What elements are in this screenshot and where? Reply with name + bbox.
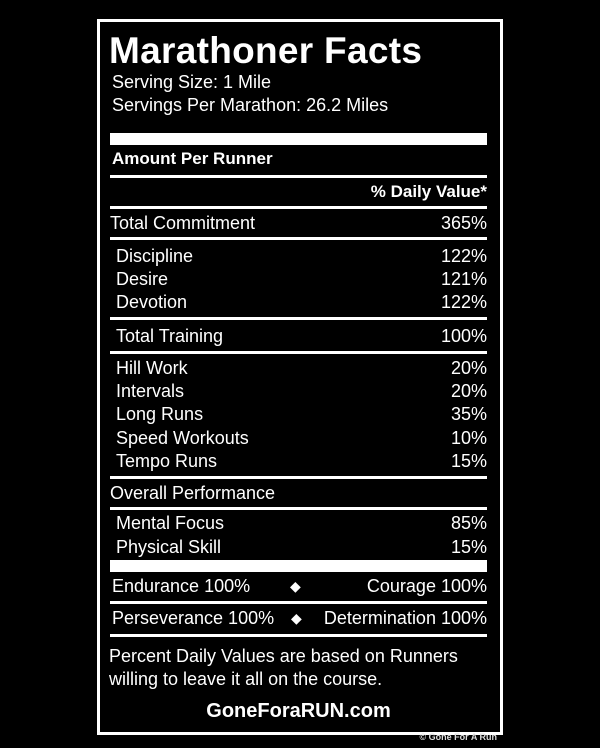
row-label: Total Commitment [110, 213, 256, 233]
divider [110, 476, 487, 479]
commitment-row: Discipline 122% [110, 245, 487, 267]
thick-divider [110, 133, 487, 145]
row-label: Speed Workouts [116, 428, 249, 448]
footnote-line-2: willing to leave it all on the course. [109, 669, 383, 689]
commitment-row: Desire 121% [110, 268, 487, 290]
row-label: Mental Focus [116, 513, 225, 533]
endurance-courage-row: Endurance 100% ◆ Courage 100% [110, 575, 487, 597]
divider [110, 206, 487, 209]
label-border [97, 19, 503, 735]
daily-value-header: % Daily Value* [370, 182, 487, 201]
row-label: Tempo Runs [116, 451, 218, 471]
divider [110, 507, 487, 510]
amount-per-runner: Amount Per Runner [112, 149, 273, 168]
servings-per-marathon: Servings Per Marathon: 26.2 Miles [112, 95, 389, 115]
label-title: Marathoner Facts [109, 30, 423, 71]
row-value: 100% [440, 326, 487, 346]
perseverance: Perseverance 100% [112, 608, 275, 628]
serving-size: Serving Size: 1 Mile [112, 72, 272, 92]
row-label: Desire [116, 269, 169, 289]
training-row: Intervals 20% [110, 380, 487, 402]
row-label: Intervals [116, 381, 185, 401]
overall-performance-row: Overall Performance [110, 482, 487, 504]
row-value: 85% [450, 513, 487, 533]
divider [110, 351, 487, 354]
website: GoneForaRUN.com [206, 700, 391, 722]
training-row: Speed Workouts 10% [110, 427, 487, 449]
row-value: 122% [440, 292, 487, 312]
row-value: 20% [450, 358, 487, 378]
divider [110, 317, 487, 320]
training-row: Hill Work 20% [110, 357, 487, 379]
total-training-row: Total Training 100% [110, 325, 487, 347]
row-label: Devotion [116, 292, 188, 312]
divider [110, 634, 487, 637]
row-label: Hill Work [116, 358, 188, 378]
row-label: Total Training [116, 326, 224, 346]
footnote-line-1: Percent Daily Values are based on Runner… [109, 646, 458, 666]
row-value: 15% [450, 537, 487, 557]
row-label: Physical Skill [116, 537, 222, 557]
divider [110, 237, 487, 240]
endurance: Endurance 100% [112, 576, 251, 596]
row-label: Discipline [116, 246, 194, 266]
diamond-icon: ◆ [290, 578, 301, 594]
row-value: 122% [440, 246, 487, 266]
row-value: 15% [450, 451, 487, 471]
row-value: 35% [450, 404, 487, 424]
performance-row: Mental Focus 85% [110, 512, 487, 534]
row-value: 121% [440, 269, 487, 289]
total-commitment-row: Total Commitment 365% [110, 212, 487, 234]
row-value: 10% [450, 428, 487, 448]
row-value: 20% [450, 381, 487, 401]
courage: Courage 100% [366, 576, 487, 596]
diamond-icon: ◆ [291, 610, 302, 626]
training-row: Long Runs 35% [110, 403, 487, 425]
divider [110, 601, 487, 604]
row-value: 365% [440, 213, 487, 233]
row-label: Overall Performance [110, 483, 276, 503]
determination: Determination 100% [323, 608, 487, 628]
copyright: © Gone For A Run [419, 732, 497, 742]
commitment-row: Devotion 122% [110, 291, 487, 313]
thick-divider [110, 560, 487, 572]
performance-row: Physical Skill 15% [110, 536, 487, 558]
divider [110, 175, 487, 178]
row-label: Long Runs [116, 404, 204, 424]
perseverance-determination-row: Perseverance 100% ◆ Determination 100% [110, 607, 487, 629]
training-row: Tempo Runs 15% [110, 450, 487, 472]
